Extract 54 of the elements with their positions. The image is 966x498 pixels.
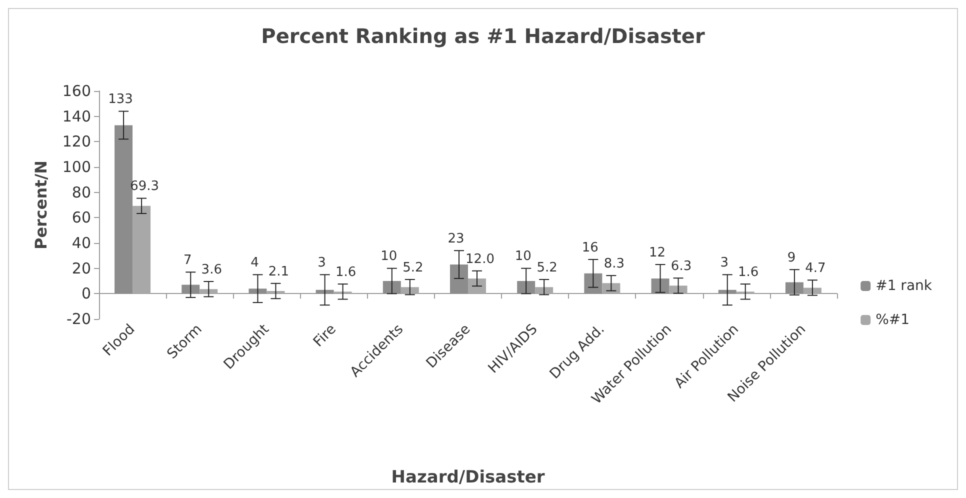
bar: [114, 125, 133, 294]
y-tick-label: -20: [66, 310, 91, 328]
data-label: 2.1: [268, 264, 290, 280]
x-tick-label: Fire: [310, 321, 340, 350]
data-label: 10: [514, 249, 532, 264]
bar: [517, 281, 536, 294]
bar: [132, 206, 151, 294]
data-label: 1.6: [738, 264, 759, 280]
data-label: 6.3: [670, 259, 692, 274]
data-label: 3: [318, 256, 326, 271]
data-label: 4: [250, 256, 259, 271]
bar: [651, 278, 670, 294]
data-label: 10: [380, 249, 398, 264]
data-label: 1.6: [335, 264, 356, 280]
data-label: 16: [582, 240, 598, 256]
data-label: 133: [108, 92, 133, 108]
bar: [785, 282, 804, 294]
data-label: 7: [183, 253, 192, 268]
y-tick-label: 80: [72, 183, 91, 202]
bar: [248, 288, 267, 294]
data-label: 12: [649, 245, 666, 260]
bar: [669, 286, 688, 294]
bar: [200, 289, 218, 294]
bar: [450, 264, 468, 294]
bar: [535, 287, 554, 294]
data-label: 3.6: [201, 262, 222, 278]
data-label: 12.0: [466, 252, 494, 267]
bar: [803, 288, 822, 294]
y-tick-label: 120: [62, 132, 91, 151]
bar: [182, 284, 200, 294]
bar: [584, 273, 602, 294]
chart-title: Percent Ranking as #1 Hazard/Disaster: [261, 24, 705, 48]
legend-label: #1 rank: [876, 278, 933, 294]
x-axis-title: Hazard/Disaster: [391, 468, 546, 488]
y-tick-label: 60: [72, 208, 91, 227]
data-label: 3: [720, 256, 729, 271]
data-label: 4.7: [805, 261, 826, 276]
legend-label: %#1: [876, 312, 910, 328]
y-tick-label: 160: [62, 82, 91, 100]
data-label: 23: [448, 231, 464, 246]
bar: [400, 287, 419, 294]
data-label: 5.2: [536, 260, 558, 276]
bar: [602, 283, 620, 294]
data-label: 5.2: [402, 260, 424, 276]
y-tick-label: 20: [72, 259, 91, 278]
bar: [382, 281, 401, 294]
y-tick-label: 140: [62, 107, 91, 126]
y-tick-label: 0: [81, 284, 91, 303]
data-label: 8.3: [604, 256, 625, 272]
y-axis-title: Percent/N: [32, 160, 50, 250]
bar: [468, 278, 486, 294]
y-tick-label: 40: [72, 234, 91, 252]
data-label: 9: [787, 250, 796, 266]
y-tick-label: 100: [62, 158, 91, 176]
